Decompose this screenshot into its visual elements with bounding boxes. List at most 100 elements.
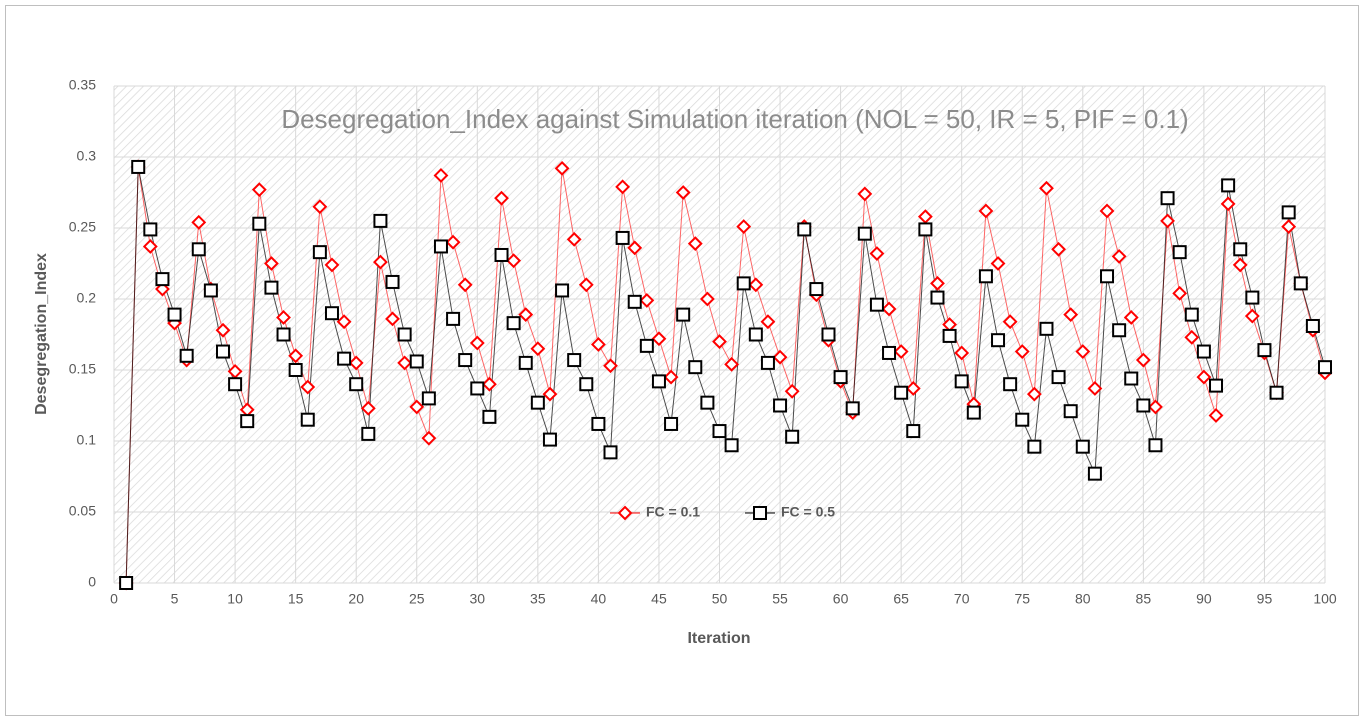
x-tick-label: 55: [772, 591, 788, 607]
data-point: [603, 445, 618, 460]
data-point: [724, 356, 740, 372]
data-point: [1015, 412, 1030, 427]
y-tick-label: 0.05: [69, 503, 96, 519]
data-point: [433, 239, 448, 254]
data-point: [312, 199, 328, 215]
data-point: [1111, 248, 1127, 264]
data-point: [797, 222, 812, 237]
x-tick-label: 70: [954, 591, 970, 607]
data-point: [651, 374, 666, 389]
data-point: [1002, 314, 1018, 330]
x-axis-title: Iteration: [687, 630, 750, 647]
data-point: [773, 398, 788, 413]
data-point: [288, 363, 303, 377]
legend-marker: [617, 505, 633, 521]
data-point: [481, 376, 497, 392]
x-tick-label: 10: [227, 591, 243, 607]
data-point: [893, 344, 909, 359]
data-point: [300, 379, 316, 395]
data-point: [373, 254, 388, 270]
x-tick-label: 75: [1014, 591, 1030, 607]
chart-title: Desegregation_Index against Simulation i…: [281, 104, 1188, 134]
data-point: [918, 222, 933, 237]
data-point: [215, 322, 231, 338]
x-tick-label: 45: [651, 591, 667, 607]
data-point: [1160, 191, 1175, 206]
data-point: [724, 438, 739, 453]
data-point: [603, 358, 618, 374]
data-point: [857, 186, 873, 202]
data-point: [1293, 276, 1308, 291]
data-point: [1172, 245, 1187, 260]
data-point: [1196, 344, 1211, 359]
data-point: [990, 256, 1006, 271]
x-tick-label: 35: [530, 591, 546, 607]
data-point: [385, 311, 400, 327]
data-point: [1281, 205, 1296, 220]
data-point: [409, 399, 425, 415]
data-point: [663, 369, 679, 385]
data-point: [446, 311, 461, 326]
data-point: [518, 355, 533, 370]
data-point: [373, 213, 388, 228]
data-point: [288, 348, 304, 364]
data-point: [264, 280, 279, 295]
y-axis-title: Desegregation_Index: [33, 253, 50, 415]
data-point: [506, 316, 521, 331]
data-point: [1014, 344, 1030, 359]
data-point: [324, 306, 339, 321]
data-point: [664, 416, 679, 431]
data-point: [676, 307, 691, 322]
data-point: [542, 386, 558, 402]
data-point: [348, 355, 364, 371]
x-tick-label: 20: [348, 591, 364, 607]
data-point: [1051, 241, 1066, 257]
data-point: [530, 341, 546, 357]
data-point: [506, 253, 522, 269]
data-point: [869, 246, 885, 261]
data-point: [978, 269, 993, 284]
data-point: [251, 182, 267, 198]
data-point: [1124, 371, 1139, 386]
data-point: [421, 430, 437, 446]
data-point: [179, 348, 194, 363]
legend-label: FC = 0.1: [646, 504, 700, 520]
data-point: [1221, 178, 1236, 193]
y-tick-label: 0.3: [77, 148, 97, 164]
data-point: [869, 297, 884, 312]
series-line: [125, 166, 1326, 584]
data-point: [978, 203, 994, 219]
data-point: [736, 276, 751, 291]
data-point: [1184, 329, 1200, 345]
data-point: [264, 256, 279, 271]
data-point: [494, 247, 509, 262]
data-point: [142, 239, 158, 254]
data-point: [881, 301, 897, 317]
legend-label: FC = 0.5: [781, 504, 835, 520]
data-point: [518, 307, 534, 323]
data-point: [675, 185, 691, 200]
data-point: [1233, 242, 1248, 257]
data-point: [772, 349, 788, 365]
data-point: [530, 395, 545, 410]
x-tick-label: 15: [288, 591, 304, 607]
data-point: [228, 377, 243, 392]
data-point: [337, 351, 352, 366]
x-tick-label: 65: [893, 591, 909, 607]
x-tick-label: 90: [1196, 591, 1212, 607]
data-point: [1063, 404, 1078, 419]
data-point: [809, 282, 824, 297]
data-point: [554, 160, 570, 176]
x-tick-label: 25: [409, 591, 425, 607]
data-point: [857, 226, 872, 241]
data-point: [191, 242, 206, 257]
x-tick-label: 0: [110, 591, 118, 607]
data-point: [131, 159, 146, 174]
data-point: [700, 395, 715, 410]
data-point: [615, 230, 630, 245]
data-point: [699, 291, 715, 307]
data-point: [1208, 408, 1224, 423]
data-point: [1075, 344, 1091, 359]
